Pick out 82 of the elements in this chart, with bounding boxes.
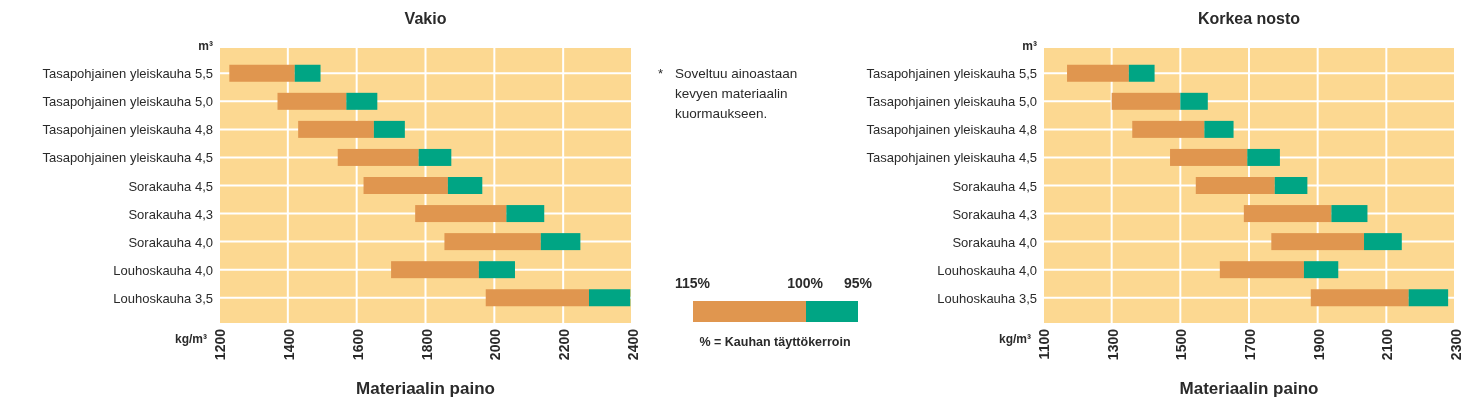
x-tick-label: 2200	[556, 328, 573, 361]
bar	[277, 92, 347, 110]
y-axis-title: m³	[1022, 39, 1037, 53]
y-tick-label: Sorakauha 4,0	[952, 234, 1037, 250]
bar	[1195, 177, 1275, 194]
x-tick-label: 1600	[349, 328, 366, 361]
bar	[1274, 177, 1308, 194]
bar	[1271, 233, 1365, 251]
y-tick-label: Louhoskauha 3,5	[937, 290, 1037, 306]
y-tick-label: Sorakauha 4,5	[952, 178, 1037, 194]
bar	[444, 233, 541, 251]
bar	[337, 148, 419, 166]
y-axis-title: m³	[198, 39, 213, 53]
x-tick-label: 1200	[212, 328, 228, 361]
bar	[1331, 205, 1368, 223]
bar	[1243, 205, 1332, 223]
y-tick-label: Louhoskauha 4,0	[937, 262, 1037, 278]
text: Soveltuu ainoastaan kevyen materiaalin kuormaukseen.	[675, 66, 798, 121]
y-tick-label: Sorakauha 4,3	[952, 206, 1037, 222]
y-tick-label: Sorakauha 4,0	[128, 234, 213, 250]
bar	[418, 148, 452, 166]
bar	[1408, 289, 1449, 307]
bar	[298, 120, 374, 138]
bar	[1310, 289, 1409, 307]
x-axis-title: Materiaalin paino	[356, 379, 495, 398]
y-tick-label: Louhoskauha 4,0	[113, 262, 213, 278]
bar	[1067, 64, 1129, 82]
chart-title: Korkea nosto	[1197, 10, 1301, 27]
bar	[1180, 92, 1208, 110]
bar	[229, 64, 295, 82]
bar	[346, 92, 378, 110]
x-tick-label: 1300	[1104, 328, 1121, 361]
y-tick-label: Louhoskauha 3,5	[113, 290, 213, 306]
bar	[506, 205, 545, 223]
bar	[1128, 64, 1155, 82]
y-tick-label: Tasapohjainen yleiskauha 5,5	[866, 66, 1037, 82]
y-tick-label: Sorakauha 4,5	[128, 178, 213, 194]
bar	[415, 205, 507, 223]
text: kg/m³	[174, 332, 207, 346]
y-tick-label: Tasapohjainen yleiskauha 4,5	[866, 150, 1037, 166]
x-tick-label: 2400	[625, 328, 641, 361]
bar	[1303, 261, 1339, 279]
bar	[588, 289, 631, 307]
bar	[1219, 261, 1304, 279]
bar	[1170, 148, 1248, 166]
bar	[1132, 120, 1205, 138]
x-tick-label: 1100	[1036, 328, 1052, 360]
y-tick-label: Tasapohjainen yleiskauha 4,5	[42, 150, 213, 166]
bar	[478, 261, 515, 279]
text: *	[658, 66, 664, 81]
text: 100%	[787, 275, 824, 291]
text: kg/m³	[998, 332, 1031, 346]
y-tick-label: Tasapohjainen yleiskauha 5,5	[42, 66, 213, 82]
bar	[447, 177, 483, 194]
y-tick-label: Tasapohjainen yleiskauha 5,0	[866, 94, 1037, 110]
chart-title: Vakio	[404, 10, 447, 27]
bar	[485, 289, 589, 307]
bar	[1364, 233, 1402, 251]
bar	[373, 120, 405, 138]
x-tick-label: 1900	[1310, 328, 1327, 361]
x-tick-label: 1800	[418, 328, 435, 361]
x-axis-title: Materiaalin paino	[1179, 379, 1319, 398]
bar	[363, 177, 448, 194]
bar	[1111, 92, 1181, 110]
bar	[1247, 148, 1280, 166]
x-tick-label: 1700	[1242, 328, 1258, 361]
y-tick-label: Tasapohjainen yleiskauha 4,8	[866, 122, 1037, 138]
bar	[540, 233, 581, 251]
y-tick-label: Tasapohjainen yleiskauha 4,8	[42, 122, 213, 138]
bar	[1204, 120, 1234, 138]
x-tick-label: 2000	[487, 328, 504, 361]
text: % = Kauhan täyttökerroin	[699, 335, 851, 349]
text: 95%	[843, 275, 873, 291]
x-tick-label: 2100	[1379, 328, 1396, 361]
y-tick-label: Sorakauha 4,3	[128, 206, 213, 222]
y-tick-label: Tasapohjainen yleiskauha 5,0	[42, 94, 213, 110]
x-tick-label: 1500	[1173, 328, 1190, 361]
x-tick-label: 2300	[1448, 328, 1464, 361]
text: 115%	[675, 275, 711, 291]
x-tick-label: 1400	[280, 328, 297, 361]
bar	[294, 64, 321, 82]
bar	[391, 261, 479, 279]
